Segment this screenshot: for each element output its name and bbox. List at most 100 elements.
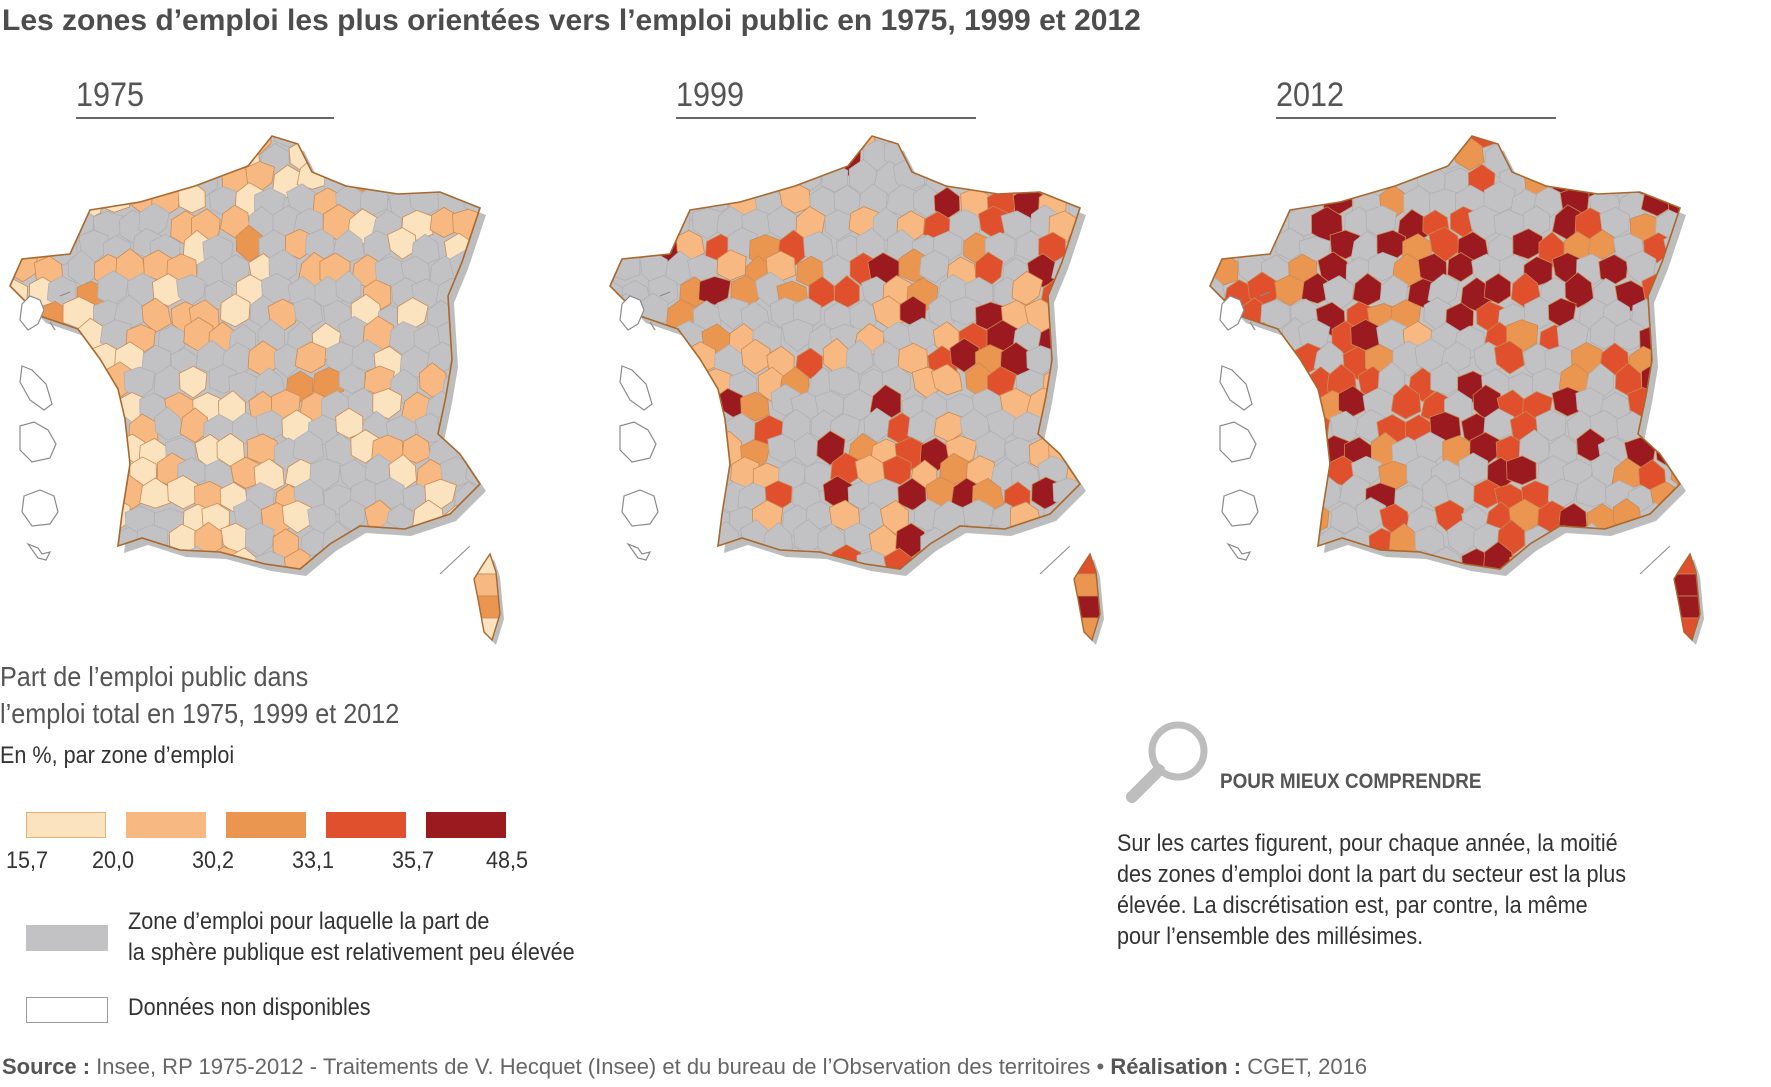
employment-zone [1336, 136, 1368, 151]
employment-zone [1393, 136, 1422, 152]
employment-zone [43, 211, 72, 244]
employment-zone [663, 347, 694, 379]
employment-zone [129, 138, 163, 172]
employment-zone [1288, 389, 1320, 421]
employment-zone [322, 136, 352, 151]
employment-zone [1286, 477, 1316, 511]
employment-zone [1505, 455, 1537, 486]
employment-zone [1694, 137, 1719, 167]
employment-zone [872, 206, 900, 242]
employment-zone [216, 432, 245, 468]
employment-zone [987, 136, 1015, 170]
employment-zone [10, 249, 16, 282]
employment-zone [627, 139, 658, 172]
employment-zone [1238, 344, 1269, 380]
employment-zone [1510, 137, 1538, 169]
employment-zone [10, 343, 15, 377]
employment-zone [845, 339, 874, 376]
employment-zone [1576, 136, 1608, 145]
employment-zone [1078, 160, 1080, 194]
employment-zone [1473, 479, 1501, 509]
employment-zone [1674, 554, 1700, 575]
employment-zone [1695, 366, 1725, 395]
employment-zone [345, 136, 375, 153]
employment-zone [478, 431, 480, 466]
employment-zone [63, 342, 95, 379]
legend-break: 48,5 [486, 847, 529, 874]
employment-zone [221, 136, 254, 153]
legend-swatch-5 [426, 812, 506, 838]
employment-zone [1024, 159, 1056, 196]
employment-zone [494, 461, 524, 494]
employment-zone [495, 503, 524, 536]
year-rule [76, 117, 334, 119]
employment-zone [423, 136, 455, 148]
employment-zone [660, 161, 691, 193]
employment-zone [1627, 136, 1656, 152]
employment-zone [1237, 167, 1270, 197]
employment-zone [1564, 271, 1594, 309]
france-map-1999 [609, 135, 1104, 645]
employment-zone [1210, 300, 1219, 331]
employment-zone [610, 251, 641, 281]
employment-zone [1338, 158, 1369, 193]
employment-zones [610, 136, 1080, 569]
employment-zone [1315, 158, 1348, 193]
employment-zone [71, 412, 103, 446]
employment-zone [1210, 137, 1227, 173]
legend-break: 33,1 [292, 847, 335, 874]
employment-zone [716, 249, 747, 281]
employment-zone [1458, 452, 1489, 485]
employment-zone [10, 520, 14, 553]
employment-zone [1682, 476, 1711, 510]
employment-zone [1524, 136, 1557, 152]
employment-zone [467, 274, 480, 311]
employment-zone [1012, 545, 1044, 569]
corsica-separator [439, 545, 471, 575]
employment-zone [1210, 208, 1211, 243]
employment-zone [1210, 434, 1215, 466]
employment-zone [764, 136, 797, 149]
employment-zone [1603, 136, 1636, 149]
employment-zone [150, 139, 181, 172]
employment-zone [335, 407, 364, 439]
employment-zone [360, 553, 388, 569]
employment-zone [1210, 136, 1239, 149]
employment-zone [334, 143, 366, 177]
employment-zone [482, 394, 509, 423]
employment-zone [1013, 141, 1046, 174]
employment-zone [474, 554, 500, 575]
employment-zone [1651, 136, 1679, 153]
employment-zone [54, 548, 83, 569]
employment-zone [90, 525, 121, 558]
employment-zone [21, 190, 51, 222]
employment-zone [47, 188, 78, 221]
employment-zone [10, 229, 30, 260]
employment-zone [1532, 549, 1565, 569]
employment-zone [984, 547, 1016, 569]
employment-zone [879, 499, 910, 535]
employment-zone [610, 186, 632, 223]
employment-zone [793, 136, 826, 153]
employment-zone [1210, 546, 1225, 569]
employment-zone [89, 434, 119, 466]
employment-zone [495, 414, 524, 443]
employment-zone [10, 301, 15, 333]
employment-zone [89, 475, 121, 510]
employment-zone [1057, 521, 1080, 554]
employment-zone [167, 475, 200, 510]
help-text: Sur les cartes figurent, pour chaque ann… [1117, 830, 1627, 950]
overseas-territories [619, 291, 671, 561]
employment-zone [688, 435, 719, 465]
employment-zone [1561, 546, 1592, 569]
employment-zone [1251, 547, 1284, 569]
employment-zone [1691, 231, 1722, 262]
employment-zone [11, 136, 43, 149]
employment-zone [1224, 144, 1256, 176]
employment-zone [10, 456, 31, 492]
employment-zone [64, 483, 94, 517]
employment-zone [740, 164, 773, 197]
employment-zone [919, 250, 950, 284]
employment-zone [1357, 138, 1390, 171]
employment-zone [314, 139, 344, 173]
